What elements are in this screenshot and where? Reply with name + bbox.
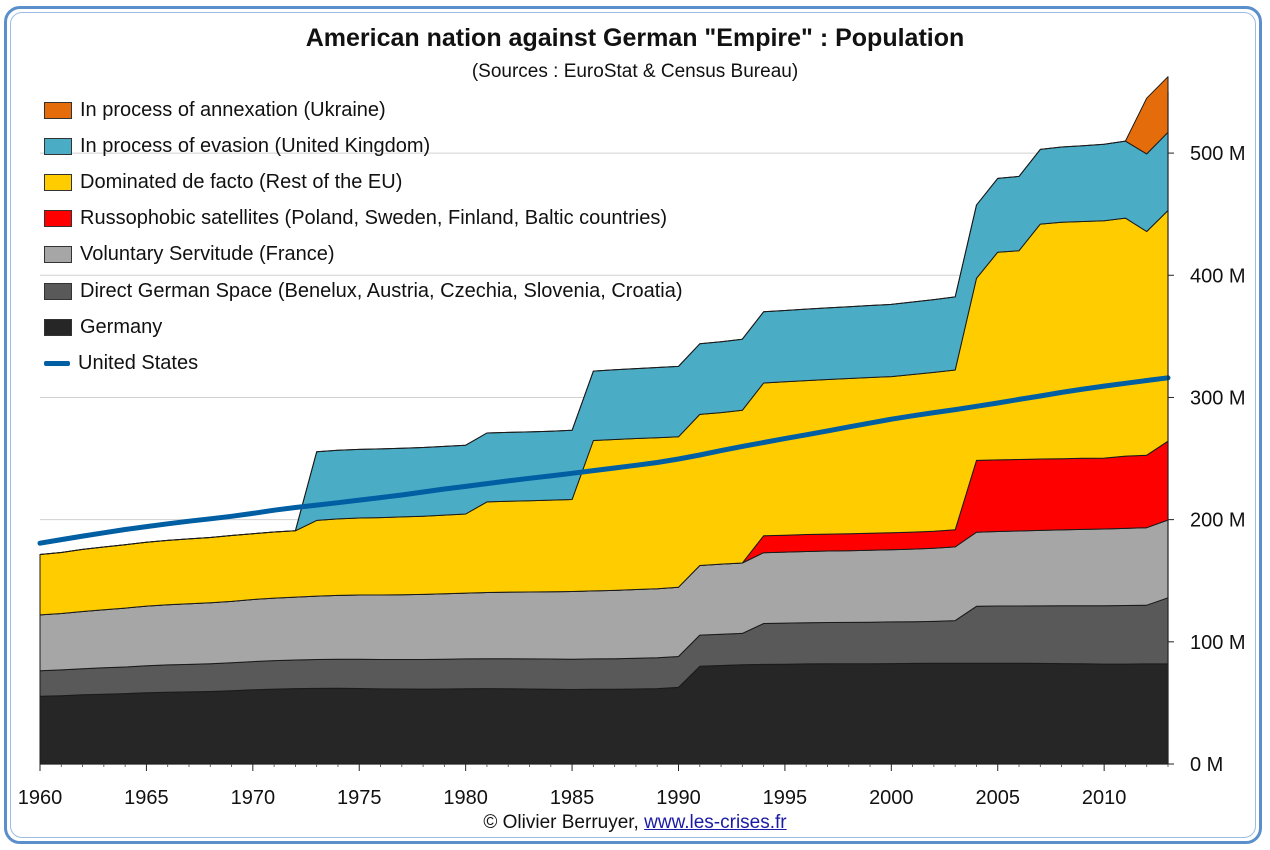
y-tick-label: 500 M [1190, 143, 1246, 165]
x-tick-label: 1995 [763, 787, 808, 809]
x-tick-label: 2000 [869, 787, 914, 809]
legend-swatch [44, 282, 72, 300]
legend-item-rest-of-eu: Dominated de facto (Rest of the EU) [44, 164, 683, 200]
legend-label: In process of annexation (Ukraine) [80, 98, 386, 121]
legend-swatch [44, 246, 72, 264]
y-tick-label: 400 M [1190, 265, 1246, 287]
legend-label: Voluntary Servitude (France) [80, 243, 335, 266]
y-tick-label: 300 M [1190, 387, 1246, 409]
x-tick-label: 2005 [975, 787, 1020, 809]
y-tick-label: 100 M [1190, 632, 1246, 654]
chart-frame-inner [10, 12, 1256, 838]
credit: © Olivier Berruyer, www.les-crises.fr [0, 812, 1270, 834]
legend-item-direct-german-space: Direct German Space (Benelux, Austria, C… [44, 273, 683, 309]
legend-swatch [44, 101, 72, 119]
legend-swatch [44, 173, 72, 191]
credit-link[interactable]: www.les-crises.fr [644, 812, 787, 833]
legend-line-swatch [44, 360, 70, 366]
legend-label: In process of evasion (United Kingdom) [80, 134, 431, 157]
legend-item-united-kingdom: In process of evasion (United Kingdom) [44, 128, 683, 164]
x-tick-label: 1990 [656, 787, 701, 809]
legend-swatch [44, 318, 72, 336]
legend-label: Germany [80, 315, 163, 338]
legend-swatch [44, 210, 72, 228]
legend: In process of annexation (Ukraine) In pr… [44, 92, 683, 382]
x-tick-label: 1975 [337, 787, 382, 809]
x-tick-label: 2010 [1082, 787, 1127, 809]
legend-label: Direct German Space (Benelux, Austria, C… [80, 279, 683, 302]
y-tick-label: 0 M [1190, 754, 1223, 776]
legend-item-russophobic-satellites: Russophobic satellites (Poland, Sweden, … [44, 201, 683, 237]
line-united-states [37, 375, 1171, 546]
chart-title: American nation against German "Empire" … [305, 24, 965, 52]
legend-label: Russophobic satellites (Poland, Sweden, … [80, 207, 667, 230]
legend-item-germany: Germany [44, 309, 683, 345]
x-tick-label: 1960 [18, 787, 63, 809]
legend-item-ukraine: In process of annexation (Ukraine) [44, 92, 683, 128]
legend-item-france: Voluntary Servitude (France) [44, 237, 683, 273]
legend-label: Dominated de facto (Rest of the EU) [80, 170, 403, 193]
chart-frame [4, 6, 1262, 844]
x-tick-label: 1965 [124, 787, 169, 809]
x-tick-label: 1985 [550, 787, 595, 809]
credit-author: © Olivier Berruyer, [483, 812, 645, 833]
legend-item-united-states: United States [44, 345, 683, 381]
y-tick-label: 200 M [1190, 510, 1246, 532]
x-tick-label: 1970 [231, 787, 276, 809]
legend-label: United States [78, 351, 199, 374]
x-tick-label: 1980 [443, 787, 488, 809]
legend-swatch [44, 137, 72, 155]
chart-subtitle: (Sources : EuroStat & Census Bureau) [471, 61, 799, 82]
